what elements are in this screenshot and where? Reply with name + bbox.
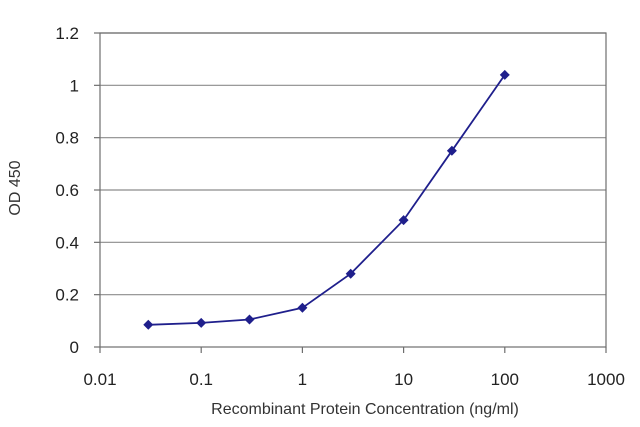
y-tick-label-6: 1.2 xyxy=(55,24,79,43)
x-tick-label-4: 100 xyxy=(491,370,519,389)
y-tick-label-3: 0.6 xyxy=(55,181,79,200)
y-tick-label-0: 0 xyxy=(70,338,79,357)
y-tick-label-5: 1 xyxy=(70,76,79,95)
data-point-1 xyxy=(196,317,207,328)
data-point-7 xyxy=(499,69,510,80)
x-tick-label-5: 1000 xyxy=(587,370,625,389)
x-tick-label-3: 10 xyxy=(394,370,413,389)
x-axis-label: Recombinant Protein Concentration (ng/ml… xyxy=(211,401,519,418)
x-tick-label-2: 1 xyxy=(298,370,307,389)
series-group xyxy=(143,69,510,330)
data-point-5 xyxy=(398,215,409,226)
data-point-4 xyxy=(345,268,356,279)
series-line-0 xyxy=(148,74,506,326)
data-point-2 xyxy=(244,314,255,325)
gridlines xyxy=(100,32,606,296)
x-tick-label-1: 0.1 xyxy=(189,370,213,389)
y-axis-label: OD 450 xyxy=(7,160,24,215)
y-axis-ticks: 0 0.2 0.4 0.6 0.8 1 1.2 xyxy=(55,24,100,357)
x-axis-ticks: 0.01 0.1 1 10 100 1000 xyxy=(83,347,625,389)
x-tick-label-0: 0.01 xyxy=(83,370,116,389)
y-tick-label-4: 0.8 xyxy=(55,129,79,148)
data-point-0 xyxy=(143,319,154,330)
y-tick-label-1: 0.2 xyxy=(55,286,79,305)
data-point-3 xyxy=(297,302,308,313)
y-tick-label-2: 0.4 xyxy=(55,233,79,252)
data-point-6 xyxy=(446,145,457,156)
